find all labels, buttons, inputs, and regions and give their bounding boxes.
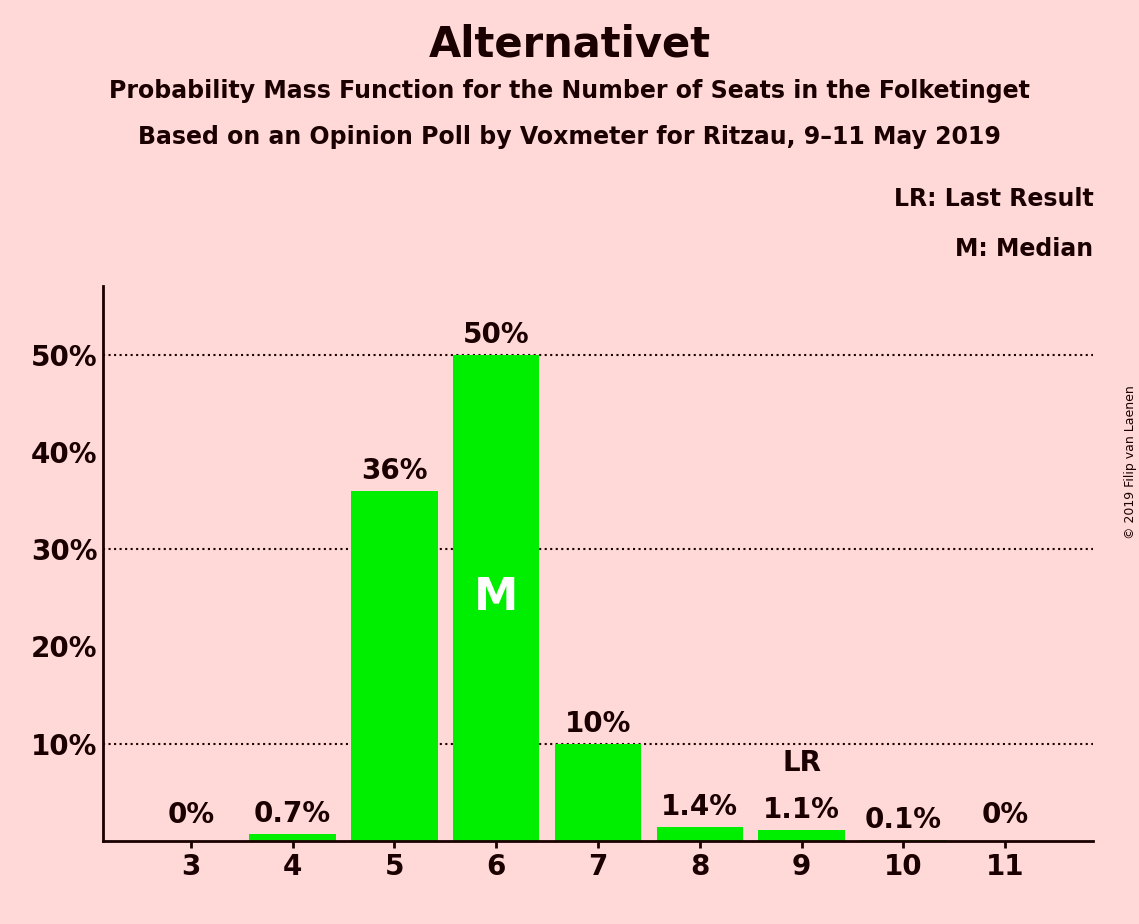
Text: Alternativet: Alternativet	[428, 23, 711, 65]
Text: 0%: 0%	[982, 801, 1029, 829]
Bar	[555, 744, 641, 841]
Text: M: Median: M: Median	[956, 237, 1093, 261]
Bar	[860, 840, 947, 841]
Text: © 2019 Filip van Laenen: © 2019 Filip van Laenen	[1124, 385, 1137, 539]
Text: 0.1%: 0.1%	[865, 806, 942, 834]
Text: Probability Mass Function for the Number of Seats in the Folketinget: Probability Mass Function for the Number…	[109, 79, 1030, 103]
Bar	[453, 355, 540, 841]
Bar	[249, 834, 336, 841]
Text: 0.7%: 0.7%	[254, 800, 331, 828]
Text: 1.1%: 1.1%	[763, 796, 839, 824]
Text: LR: LR	[782, 748, 821, 777]
Text: LR: Last Result: LR: Last Result	[894, 187, 1093, 211]
Text: 50%: 50%	[462, 321, 530, 348]
Bar	[656, 827, 743, 841]
Bar	[351, 491, 437, 841]
Text: Based on an Opinion Poll by Voxmeter for Ritzau, 9–11 May 2019: Based on an Opinion Poll by Voxmeter for…	[138, 125, 1001, 149]
Text: 36%: 36%	[361, 456, 427, 485]
Text: M: M	[474, 577, 518, 619]
Bar	[759, 830, 845, 841]
Text: 0%: 0%	[167, 801, 214, 829]
Text: 1.4%: 1.4%	[662, 794, 738, 821]
Text: 10%: 10%	[565, 710, 631, 737]
